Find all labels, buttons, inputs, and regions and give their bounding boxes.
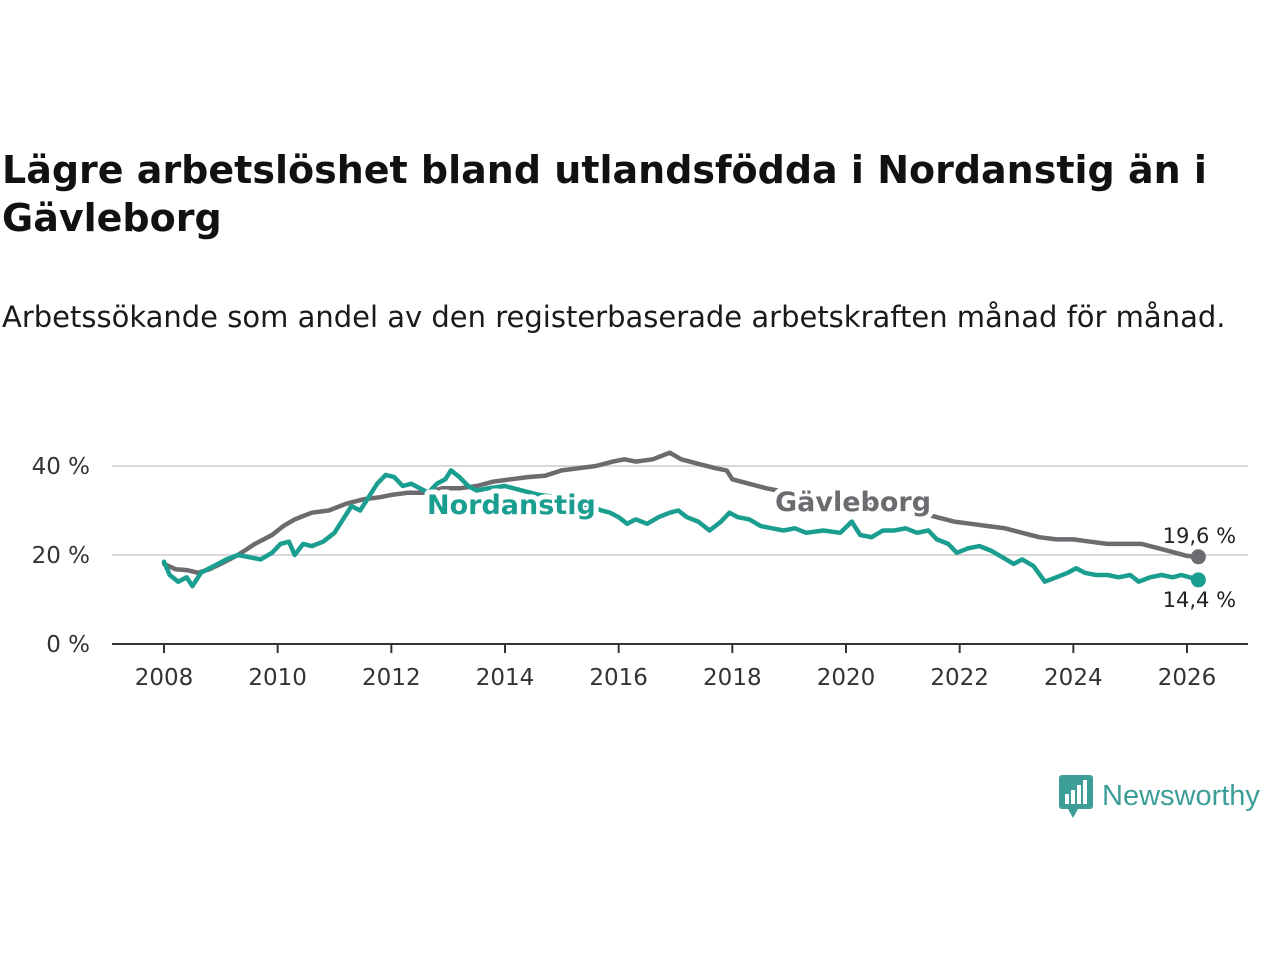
x-tick-label: 2024 — [1044, 665, 1103, 691]
x-tick-label: 2020 — [817, 665, 876, 691]
y-tick-label: 20 % — [32, 543, 90, 569]
end-point-nordanstig — [1190, 572, 1206, 588]
x-axis-ticks: 2008 2010 2012 2014 2016 2018 2020 2022 2024 2026 — [135, 644, 1217, 691]
series-label-gavleborg: Gävleborg — [775, 487, 931, 518]
x-tick-label: 2022 — [930, 665, 989, 691]
end-point-gavleborg — [1190, 549, 1206, 565]
y-tick-label: 0 % — [46, 632, 90, 658]
y-tick-label: 40 % — [32, 454, 90, 480]
x-tick-label: 2016 — [589, 665, 648, 691]
x-tick-label: 2010 — [248, 665, 307, 691]
series-label-halo-nordanstig: Nordanstig — [427, 490, 596, 521]
y-axis-ticks: 0 % 20 % 40 % — [32, 454, 90, 658]
x-tick-label: 2018 — [703, 665, 762, 691]
x-tick-label: 2026 — [1158, 665, 1217, 691]
series-line-nordanstig — [161, 468, 1201, 589]
series-lines — [161, 450, 1206, 589]
chart-subtitle: Arbetssökande som andel av den registerb… — [2, 300, 1226, 334]
x-tick-label: 2014 — [476, 665, 535, 691]
series-label-nordanstig: Nordanstig — [427, 490, 596, 521]
end-value-label-gavleborg: 19,6 % — [1163, 524, 1236, 548]
x-tick-label: 2008 — [135, 665, 194, 691]
series-label-halo-gavleborg: Gävleborg — [775, 487, 931, 518]
newsworthy-logo-icon — [1059, 775, 1093, 818]
brand-name: Newsworthy — [1102, 779, 1260, 812]
series-labels: GävleborgGävleborgNordanstigNordanstig19… — [422, 482, 1236, 612]
chart-title: Lägre arbetslöshet bland utlandsfödda i … — [2, 148, 1207, 240]
gridlines — [112, 465, 1248, 556]
x-tick-label: 2012 — [362, 665, 421, 691]
newsworthy-logo: Newsworthy — [1058, 772, 1260, 820]
line-chart: 0 % 20 % 40 % 2008 2010 2012 2014 2016 2018 2020… — [32, 450, 1248, 691]
series-line-gavleborg — [161, 450, 1201, 576]
end-value-label-nordanstig: 14,4 % — [1163, 588, 1236, 612]
